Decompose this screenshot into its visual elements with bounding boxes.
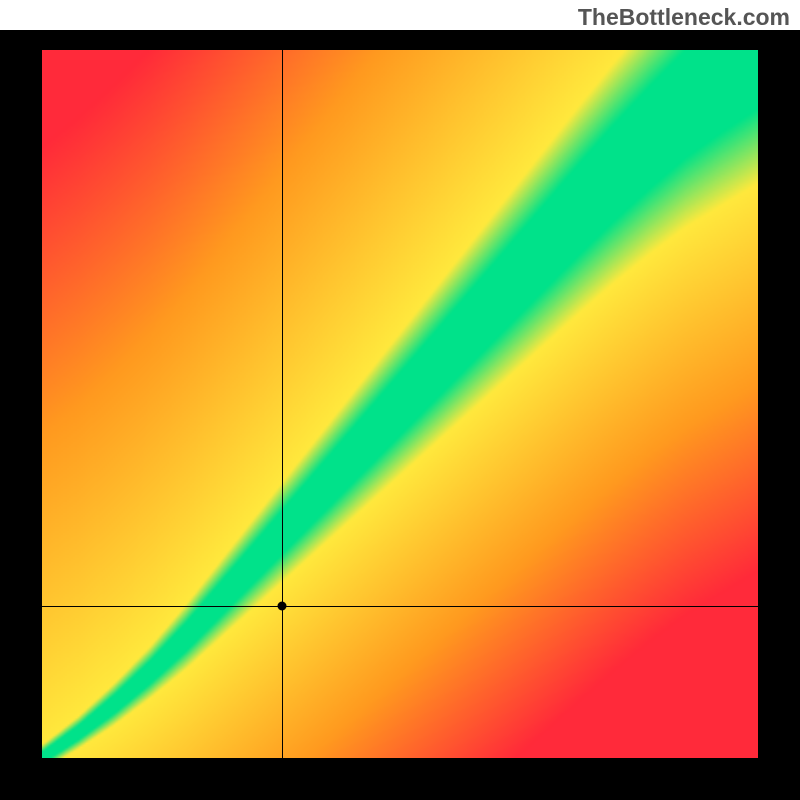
chart-outer-frame <box>0 30 800 800</box>
crosshair-horizontal <box>42 606 758 607</box>
bottleneck-point-marker <box>277 601 286 610</box>
heatmap-canvas <box>42 50 758 758</box>
attribution-text: TheBottleneck.com <box>578 4 790 31</box>
chart-container: TheBottleneck.com <box>0 0 800 800</box>
chart-plot-area <box>42 50 758 758</box>
crosshair-vertical <box>282 50 283 758</box>
